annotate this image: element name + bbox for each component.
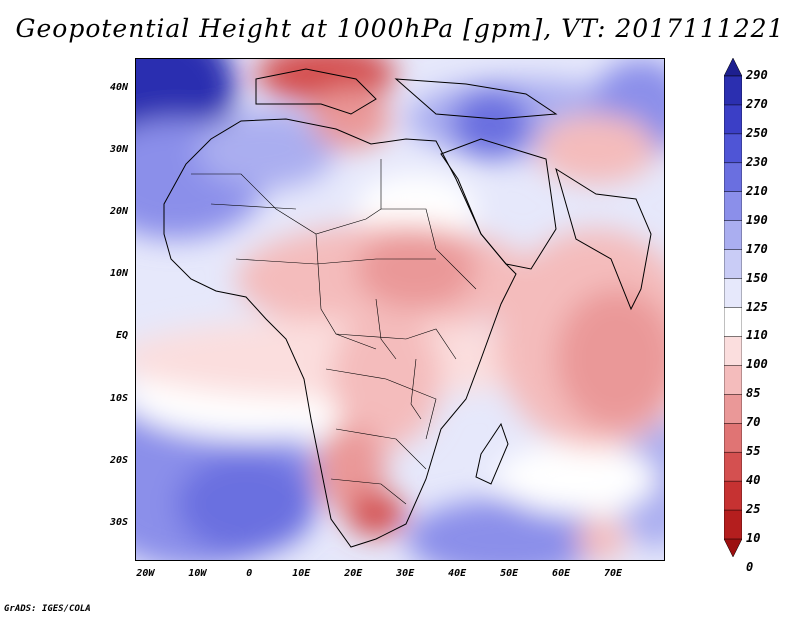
colorbar-level-label: 170 (746, 241, 768, 256)
colorbar-level-label: 10 (746, 531, 761, 545)
colorbar (724, 58, 742, 557)
colorbar-swatch (724, 451, 742, 482)
x-tick-label: 70E (604, 568, 623, 579)
colorbar-swatch (724, 423, 742, 453)
colorbar-level-label: 150 (746, 270, 768, 285)
colorbar-level-label: 190 (746, 212, 768, 227)
colorbar-level-label: 210 (746, 183, 768, 198)
x-tick-label: 50E (500, 568, 519, 579)
colorbar-swatch (724, 58, 742, 77)
colorbar-level-label: 125 (746, 299, 768, 314)
colorbar-swatch (724, 104, 742, 135)
colorbar-level-label: 25 (746, 502, 761, 517)
y-tick-label: 30S (109, 516, 128, 528)
chart-title: Geopotential Height at 1000hPa [gpm], VT… (15, 14, 785, 43)
colorbar-level-label: 100 (746, 357, 768, 372)
x-tick-label: 10E (292, 568, 311, 579)
field-shading (136, 59, 664, 560)
x-tick-label: 20W (136, 568, 155, 579)
colorbar-swatch (724, 75, 742, 106)
colorbar-swatch (724, 133, 742, 164)
colorbar-swatch (724, 249, 742, 280)
colorbar-swatch (724, 538, 742, 557)
colorbar-swatch (724, 278, 742, 309)
colorbar-level-label: 85 (746, 386, 761, 401)
borders (191, 159, 477, 505)
colorbar-level-label: 230 (746, 154, 768, 169)
colorbar-level-label: 110 (746, 328, 768, 343)
y-tick-label: 40N (109, 82, 128, 94)
x-tick-label: 40E (448, 568, 467, 579)
colorbar-level-label: 250 (746, 125, 768, 140)
colorbar-level-label: 0 (746, 559, 754, 574)
colorbar-level-label: 70 (746, 415, 761, 430)
x-tick-label: 20E (344, 568, 363, 579)
colorbar-level-label: 55 (746, 444, 761, 459)
colorbar-swatch (724, 509, 742, 540)
y-tick-label: 20N (109, 206, 128, 218)
map-panel (135, 58, 665, 561)
x-tick-label: 30E (396, 568, 415, 579)
colorbar-swatch (724, 307, 742, 338)
x-tick-label: 60E (552, 568, 571, 579)
y-tick-label: EQ (115, 330, 128, 342)
colorbar-swatch (724, 220, 742, 251)
y-tick-label: 20S (109, 454, 128, 466)
geopotential-field-map (136, 59, 664, 560)
footer-credit: GrADS: IGES/COLA (4, 604, 91, 614)
colorbar-swatch (724, 336, 742, 367)
colorbar-swatch (724, 394, 742, 424)
coastlines (163, 68, 652, 548)
x-tick-label: 0 (246, 568, 253, 579)
x-tick-label: 10W (188, 568, 207, 579)
colorbar-swatch (724, 162, 742, 193)
colorbar-swatch (724, 191, 742, 222)
colorbar-level-label: 270 (746, 96, 768, 111)
colorbar-level-label: 290 (746, 68, 768, 82)
y-tick-label: 10S (109, 392, 128, 404)
colorbar-swatch (724, 480, 742, 511)
colorbar-level-label: 40 (746, 473, 761, 488)
colorbar-swatch (724, 365, 742, 396)
y-tick-label: 30N (109, 144, 128, 156)
y-tick-label: 10N (109, 268, 128, 280)
